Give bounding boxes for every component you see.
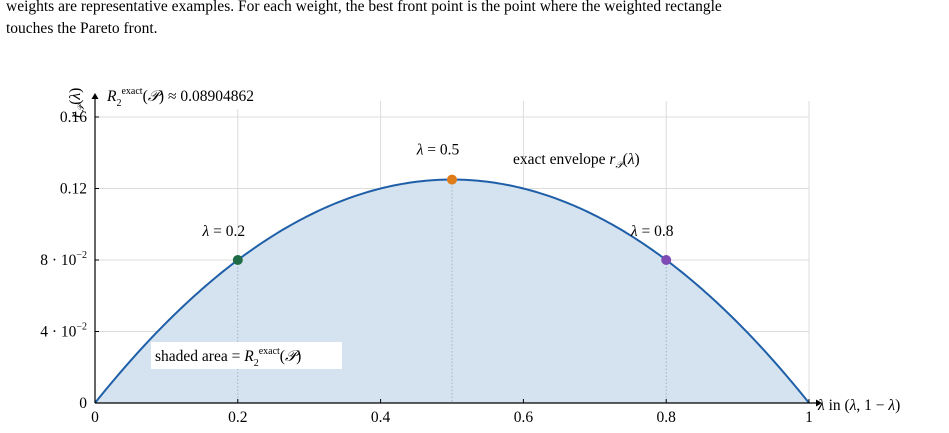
weight-point-marker xyxy=(447,174,457,185)
y-axis-label: r𝒫(λ) xyxy=(67,88,87,118)
y-tick-label: 0.16 xyxy=(60,109,87,126)
shaded-area-annotation: shaded area = R2exact(𝒫) xyxy=(151,342,342,369)
weight-point-label: λ = 0.8 xyxy=(630,223,674,240)
r2-value-text: R2exact(𝒫) ≈ 0.08904862 xyxy=(106,86,254,109)
x-axis-arrow xyxy=(816,399,822,407)
figure-caption: weights are representative examples. For… xyxy=(6,0,946,40)
caption-line-1: weights are representative examples. For… xyxy=(6,0,722,15)
weight-point-marker xyxy=(661,255,672,265)
x-tick-label: 0 xyxy=(91,409,99,426)
y-tick-label: 0.12 xyxy=(60,181,87,198)
weight-point-label: λ = 0.2 xyxy=(202,223,246,240)
y-axis-label-text: r𝒫(λ) xyxy=(67,88,87,118)
shaded-area-text: shaded area = R2exact(𝒫) xyxy=(155,346,301,369)
y-tick-label: 8 · 10−2 xyxy=(40,250,87,269)
tick-labels: 0 0.2 0.4 0.6 0.8 1 0 4 · 10−2 8 · 10−2 0.12 0.16 xyxy=(40,109,813,426)
x-tick-label: 1 xyxy=(805,409,813,426)
x-axis-label: λ in (λ, 1 − λ) xyxy=(817,397,900,414)
weight-point-marker xyxy=(232,255,243,265)
envelope-label-text: exact envelope r𝒫(λ) xyxy=(513,151,640,171)
x-tick-label: 0.6 xyxy=(514,409,534,426)
axes xyxy=(91,93,822,407)
caption-line-2: touches the Pareto front. xyxy=(6,20,158,37)
x-axis-label-text: λ in (λ, 1 − λ) xyxy=(817,397,900,414)
y-tick-label: 0 xyxy=(79,395,87,412)
r2-value-annotation: R2exact(𝒫) ≈ 0.08904862 xyxy=(101,83,306,109)
weight-points: λ = 0.2 λ = 0.5 λ = 0.8 xyxy=(202,142,674,265)
y-axis-arrow xyxy=(91,93,99,99)
y-tick-label: 4 · 10−2 xyxy=(40,322,87,341)
x-tick-label: 0.8 xyxy=(657,409,677,426)
point-guide-lines xyxy=(237,179,667,403)
x-tick-label: 0.2 xyxy=(228,409,247,426)
x-tick-label: 0.4 xyxy=(371,409,391,426)
weight-point-label: λ = 0.5 xyxy=(416,142,460,159)
envelope-annotation: exact envelope r𝒫(λ) xyxy=(513,151,640,171)
